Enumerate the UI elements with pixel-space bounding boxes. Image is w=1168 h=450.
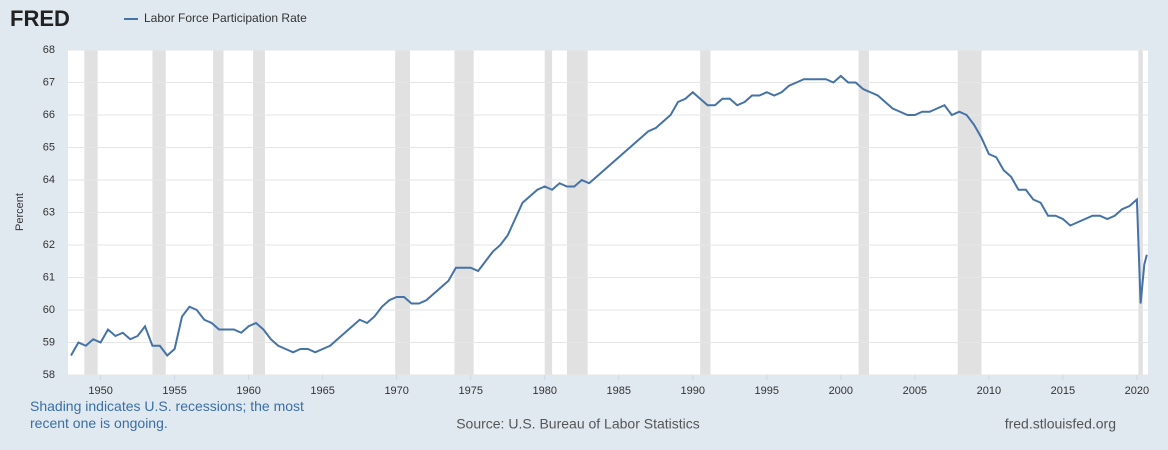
y-tick-label: 60 — [43, 304, 55, 316]
y-axis-label: Percent — [14, 193, 26, 231]
x-tick-label: 2000 — [829, 385, 853, 397]
x-tick-label: 1965 — [310, 385, 334, 397]
x-tick-label: 1975 — [458, 385, 482, 397]
x-tick-label: 2015 — [1051, 385, 1075, 397]
y-tick-label: 59 — [43, 336, 55, 348]
y-tick-label: 61 — [43, 271, 55, 283]
note-box: Shading indicates U.S. recessions; the m… — [30, 398, 304, 431]
source: Source: U.S. Bureau of Labor Statistics — [456, 416, 700, 432]
y-tick-label: 64 — [43, 174, 55, 186]
x-tick-label: 1995 — [755, 385, 779, 397]
recession-note: Shading indicates U.S. recessions; the m… — [30, 398, 304, 431]
x-tick-label: 2005 — [903, 385, 927, 397]
x-tick-label: 1960 — [236, 385, 260, 397]
y-tick-label: 62 — [43, 239, 55, 251]
x-tick-label: 1955 — [162, 385, 186, 397]
y-tick-label: 68 — [43, 44, 55, 56]
x-tick-label: 2010 — [977, 385, 1001, 397]
brand-logo: FRED — [10, 6, 70, 31]
x-tick-label: 1990 — [681, 385, 705, 397]
y-tick-label: 58 — [43, 369, 55, 381]
y-tick-label: 65 — [43, 141, 55, 153]
x-tick-label: 2020 — [1125, 385, 1149, 397]
y-tick-label: 67 — [43, 76, 55, 88]
x-tick-label: 1985 — [607, 385, 631, 397]
y-tick-label: 63 — [43, 206, 55, 218]
data-line — [70, 74, 1148, 357]
legend-label: Labor Force Participation Rate — [144, 11, 307, 25]
y-tick-label: 66 — [43, 109, 55, 121]
x-tick-label: 1950 — [88, 385, 112, 397]
site: fred.stlouisfed.org — [1005, 416, 1116, 432]
x-tick-label: 1980 — [532, 385, 556, 397]
x-tick-label: 1970 — [384, 385, 408, 397]
